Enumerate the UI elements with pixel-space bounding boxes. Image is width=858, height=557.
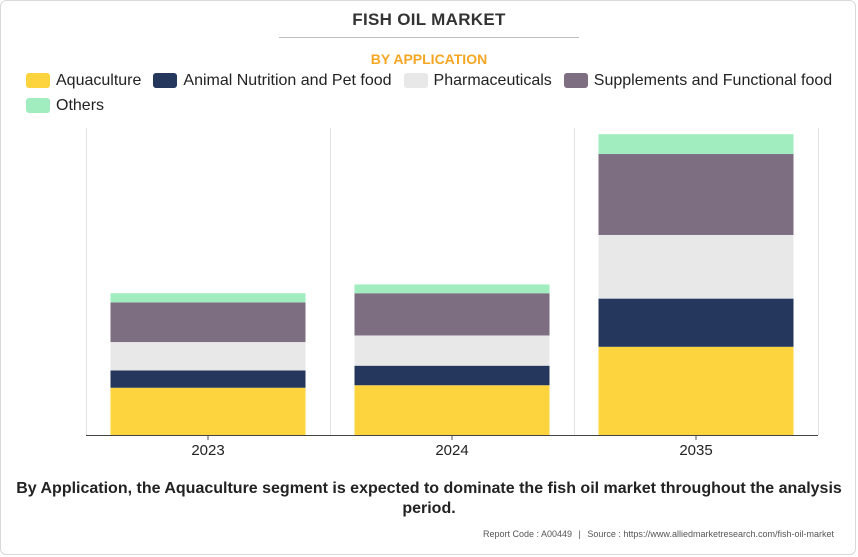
legend-swatch [153,73,178,88]
footer-source: Report Code : A00449 | Source : https://… [483,529,834,539]
bar-segment-animal-nutrition-and-pet-food [598,298,794,347]
footer-separator: | [578,529,581,539]
bar-segment-others [354,284,550,294]
bar-segment-supplements-and-functional-food [598,154,794,235]
bar-segment-supplements-and-functional-food [354,293,550,336]
legend-item-animal-nutrition: Animal Nutrition and Pet food [153,70,392,91]
legend-swatch [26,98,50,113]
bar-segment-aquaculture [354,385,550,435]
legend-label: Pharmaceuticals [433,71,552,89]
bar-segment-aquaculture [598,346,794,435]
legend-item-pharmaceuticals: Pharmaceuticals [403,70,552,91]
bar-segment-others [598,134,794,155]
legend-swatch [26,73,50,88]
legend-item-others: Others [26,95,104,116]
legend-label: Aquaculture [56,71,142,89]
x-tick-label: 2023 [191,442,224,459]
bar-segment-pharmaceuticals [598,234,794,299]
legend-swatch [403,73,428,88]
bar-segment-animal-nutrition-and-pet-food [354,365,550,386]
report-code: Report Code : A00449 [482,529,573,539]
bar-segment-pharmaceuticals [354,335,550,366]
legend-item-aquaculture: Aquaculture [26,70,141,91]
title-divider [279,37,579,38]
bar-segment-others [110,293,306,303]
source-link[interactable]: Source : https://www.alliedmarketresearc… [587,529,834,539]
chart-title: FISH OIL MARKET [352,10,506,29]
legend-swatch [563,73,588,88]
chart-caption: By Application, the Aquaculture segment … [16,480,842,517]
bar-segment-pharmaceuticals [110,342,306,371]
legend-label: Animal Nutrition and Pet food [183,71,392,89]
chart-subtitle: BY APPLICATION [370,51,488,67]
legend: Aquaculture Animal Nutrition and Pet foo… [26,70,856,116]
x-tick-label: 2035 [679,442,712,459]
x-tick-label: 2024 [435,442,468,459]
bar-segment-supplements-and-functional-food [110,302,306,343]
stacked-bar-chart: 2023 2024 2035 [86,128,819,459]
bar-segment-animal-nutrition-and-pet-food [110,370,306,388]
legend-label: Others [56,96,105,114]
legend-label: Supplements and Functional food [593,71,833,89]
legend-item-supplements: Supplements and Functional food [563,70,833,91]
bar-segment-aquaculture [110,387,306,435]
